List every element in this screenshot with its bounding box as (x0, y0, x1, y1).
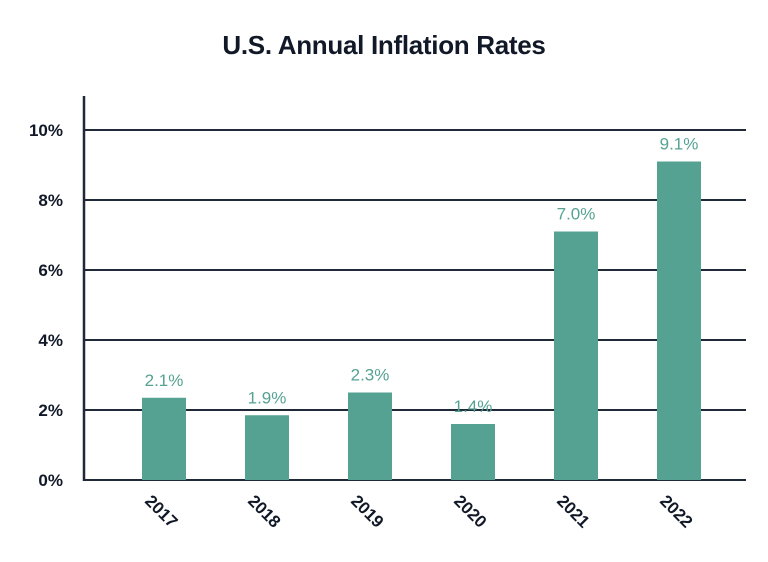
data-label-2018: 1.9% (248, 388, 287, 407)
chart-title: U.S. Annual Inflation Rates (222, 30, 546, 60)
gridlines (84, 129, 746, 481)
x-tick-label-2019: 2019 (347, 491, 387, 531)
bar-2018 (245, 415, 289, 480)
bar-2021 (554, 231, 598, 480)
y-tick-label: 0% (38, 471, 63, 490)
data-label-2020: 1.4% (454, 397, 493, 416)
y-tick-label: 4% (38, 331, 63, 350)
y-tick-label: 8% (38, 191, 63, 210)
bar-2019 (348, 392, 392, 480)
y-tick-label: 6% (38, 261, 63, 280)
data-label-2022: 9.1% (660, 135, 699, 154)
bar-2020 (451, 424, 495, 480)
bar-2017 (142, 397, 186, 480)
x-tick-label-2020: 2020 (450, 491, 490, 531)
x-tick-label-2022: 2022 (656, 491, 696, 531)
bar-2022 (657, 161, 701, 480)
x-tick-label-2018: 2018 (244, 491, 284, 531)
data-label-2019: 2.3% (351, 366, 390, 385)
data-label-2017: 2.1% (145, 371, 184, 390)
y-tick-label: 2% (38, 401, 63, 420)
x-tick-label-2021: 2021 (553, 491, 593, 531)
data-labels: 2.1% 1.9% 2.3% 1.4% 7.0% 9.1% (145, 135, 699, 417)
bars (142, 161, 701, 480)
x-tick-label-2017: 2017 (141, 491, 181, 531)
y-tick-label: 10% (29, 121, 63, 140)
data-label-2021: 7.0% (557, 205, 596, 224)
